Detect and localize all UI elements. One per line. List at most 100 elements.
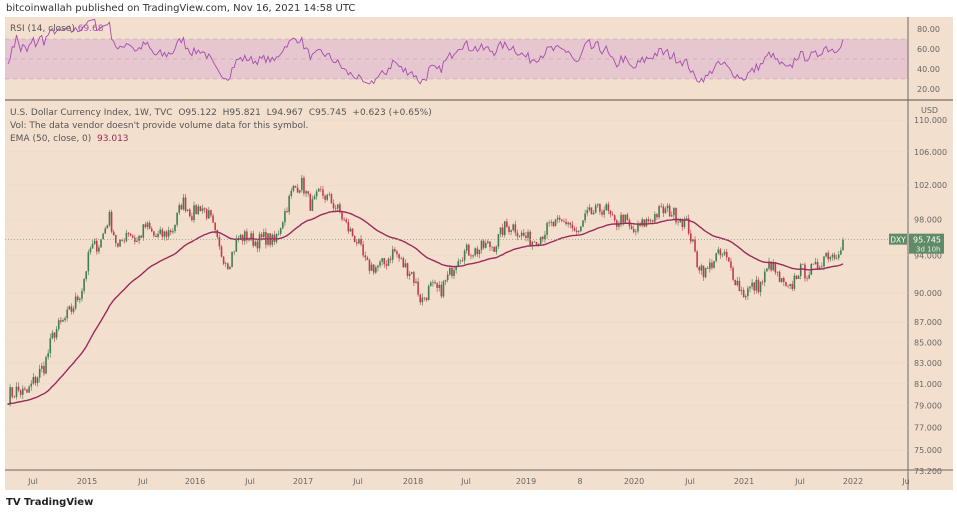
candle-body [7, 404, 9, 405]
candle-body [719, 249, 722, 256]
candle-body [683, 219, 686, 228]
change-value: +0.623 (+0.65%) [352, 108, 432, 118]
candle-body [153, 231, 155, 236]
candle-body [17, 386, 20, 391]
candle-body [711, 262, 713, 268]
candle-body [11, 387, 14, 397]
candle-body [510, 230, 512, 232]
candle-body [744, 296, 747, 298]
candle-body [93, 240, 96, 244]
symbol-tag-text: DXY [890, 236, 906, 245]
candle-body [563, 220, 565, 222]
candle-body [131, 235, 134, 238]
candle-body [222, 256, 225, 264]
candle-body [759, 281, 762, 293]
candle-body [742, 290, 745, 298]
candle-body [169, 230, 172, 233]
candle-body [307, 191, 309, 194]
high-value: H95.821 [222, 108, 261, 118]
candle-body [687, 218, 690, 234]
candle-body [780, 277, 783, 282]
candle-body [730, 261, 732, 268]
candle-body [341, 212, 343, 220]
candle-body [453, 269, 455, 277]
candle-body [9, 387, 11, 405]
time-tick-label: 2017 [293, 477, 313, 486]
candle-body [675, 208, 677, 223]
candle-body [138, 235, 140, 241]
time-tick-label: Jul [244, 477, 255, 486]
candle-body [19, 390, 22, 395]
candle-body [484, 242, 487, 248]
candle-body [761, 281, 764, 283]
rsi-line [7, 18, 844, 85]
candle-body [829, 256, 832, 260]
candle-body [658, 206, 660, 218]
candle-body [449, 267, 451, 275]
candle-body [301, 177, 303, 191]
candle-body [218, 237, 221, 247]
candle-body [385, 264, 388, 266]
candle-body [332, 203, 335, 209]
candle-body [480, 240, 483, 250]
candle-body [491, 246, 493, 248]
price-tick-label: 77.000 [914, 423, 942, 432]
price-tick-label: 75.000 [914, 446, 942, 455]
candle-body [303, 177, 305, 194]
candle-body [358, 238, 360, 244]
candle-body [664, 208, 667, 214]
candle-body [429, 282, 432, 286]
candle-body [258, 234, 261, 249]
symbol-tag [889, 233, 907, 245]
candle-body [423, 297, 426, 299]
candle-body [427, 285, 430, 300]
candle-body [381, 258, 383, 262]
candle-body [694, 239, 696, 252]
candle-body [212, 215, 214, 223]
candle-body [825, 252, 827, 257]
candle-body [740, 290, 743, 292]
candle-body [119, 239, 121, 247]
candle-body [444, 280, 447, 282]
candle-body [434, 282, 436, 284]
ema-label: EMA (50, close, 0) [10, 134, 92, 144]
candle-body [554, 219, 557, 226]
candle-body [501, 227, 504, 236]
candle-body [446, 274, 449, 281]
candle-body [142, 224, 145, 238]
candle-body [66, 309, 68, 319]
rsi-tick-label: 80.00 [917, 25, 940, 34]
logo-text: TradingView [24, 497, 94, 508]
candle-body [662, 206, 665, 214]
candle-body [575, 230, 578, 232]
candle-body [282, 222, 284, 229]
candle-body [140, 235, 142, 238]
candle-body [588, 207, 591, 211]
candle-body [567, 222, 569, 225]
candle-body [136, 240, 138, 242]
candle-body [68, 306, 71, 310]
candle-body [15, 386, 18, 397]
price-tick-label: 83.000 [914, 359, 942, 368]
candle-body [176, 212, 178, 225]
candle-body [279, 228, 282, 234]
candle-body [753, 282, 756, 291]
candle-body [571, 224, 574, 229]
candle-body [552, 221, 555, 226]
candle-body [305, 191, 307, 194]
candle-body [594, 205, 597, 213]
candle-body [787, 285, 789, 287]
candle-body [233, 251, 235, 253]
candle-body [243, 231, 246, 242]
candle-body [596, 204, 599, 206]
candle-body [347, 221, 350, 232]
time-tick-label: Jul [27, 477, 38, 486]
candle-body [558, 217, 561, 220]
candle-body [366, 257, 369, 260]
time-tick-label: 2020 [624, 477, 644, 486]
price-tick-label: 81.000 [914, 380, 942, 389]
candle-body [715, 253, 717, 262]
candle-body [527, 231, 529, 238]
tradingview-logo[interactable]: 𝗧𝗩 TradingView [6, 497, 93, 508]
